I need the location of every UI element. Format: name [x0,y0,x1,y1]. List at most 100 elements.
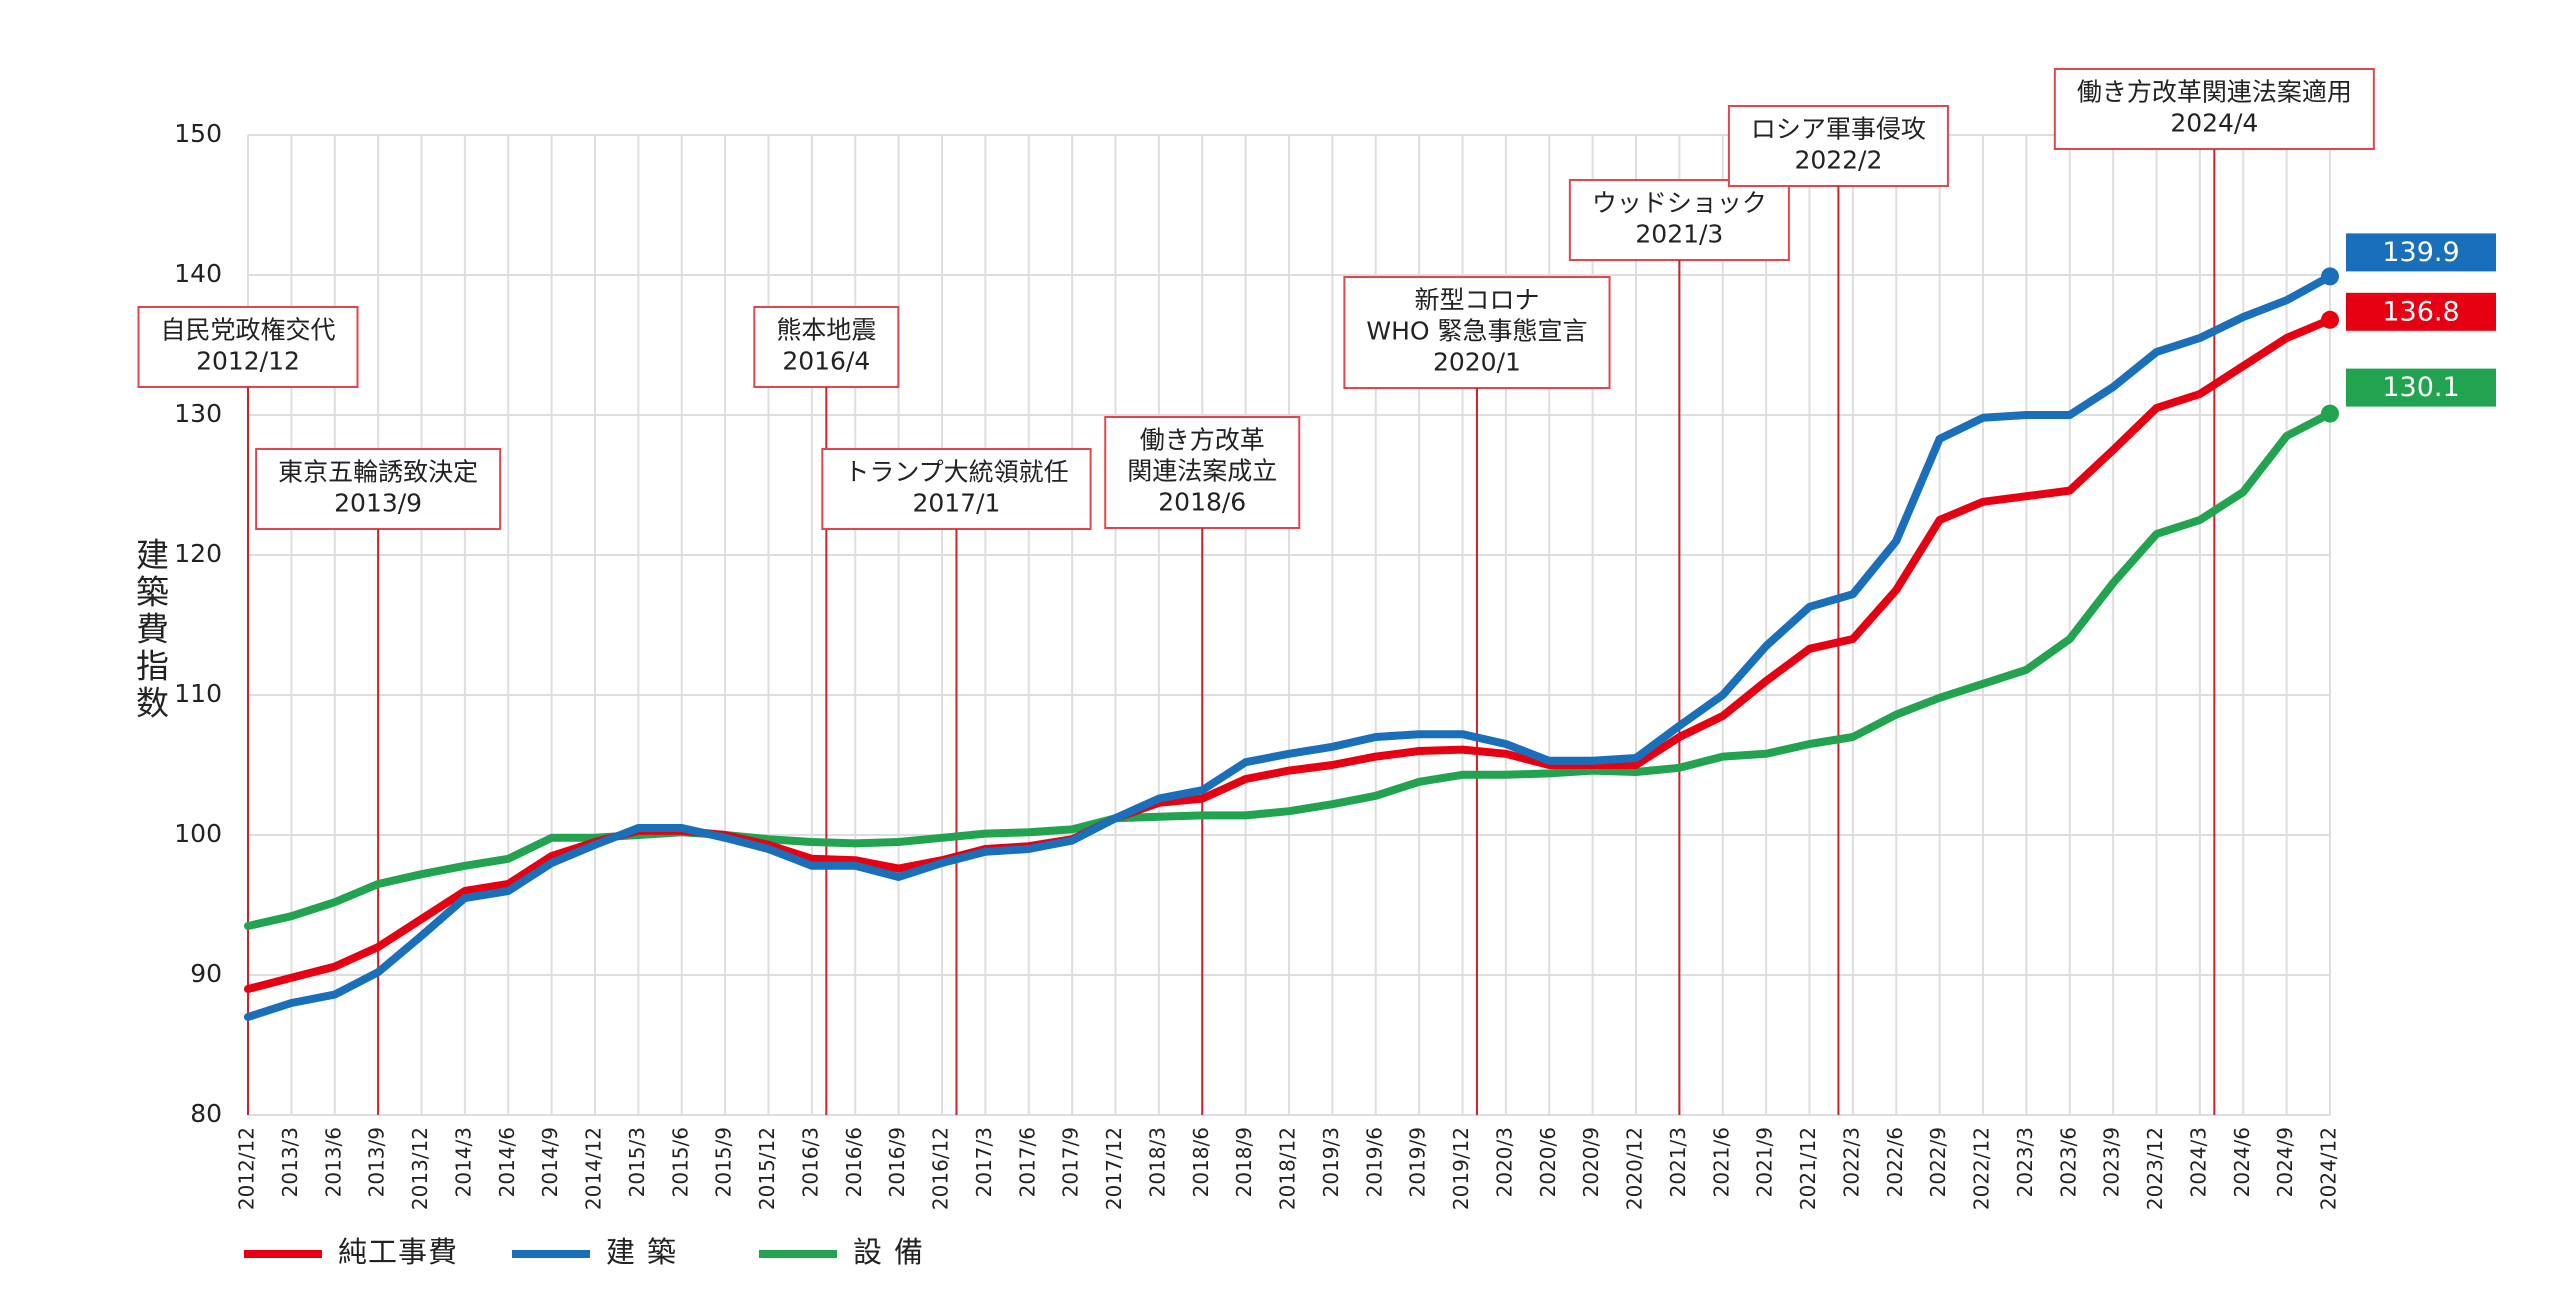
x-tick-label: 2014/12 [582,1127,606,1210]
x-tick-label: 2024/3 [2186,1127,2210,1197]
y-tick-label: 80 [190,1099,222,1128]
x-tick-label: 2021/3 [1666,1127,1690,1197]
y-tick-label: 150 [174,119,222,148]
annotation-text: WHO 緊急事態宣言 [1366,317,1587,346]
x-tick-label: 2022/6 [1883,1127,1907,1197]
x-tick-label: 2020/9 [1579,1127,1603,1197]
value-label: 130.1 [2382,372,2459,403]
x-tick-label: 2016/3 [798,1127,822,1197]
annotation-text: 新型コロナ [1414,286,1539,315]
end-point [2321,267,2339,286]
x-tick-label: 2022/9 [1926,1127,1950,1197]
x-tick-label: 2014/9 [538,1127,562,1197]
annotation-text: 働き方改革関連法案適用 [2077,78,2352,107]
y-tick-label: 130 [174,399,222,428]
x-tick-label: 2022/12 [1970,1127,1994,1210]
value-label: 139.9 [2382,237,2459,268]
x-tick-label: 2014/6 [495,1127,519,1197]
x-tick-label: 2023/9 [2100,1127,2124,1197]
annotation-box [137,306,359,388]
x-tick-label: 2015/9 [712,1127,736,1197]
annotation-box [1568,179,1790,261]
x-tick-label: 2024/6 [2230,1127,2254,1197]
annotation-date: 2018/6 [1158,488,1246,517]
value-label-box [2346,233,2496,272]
end-point [2321,310,2339,329]
series-line [244,272,2334,1021]
x-tick-label: 2017/3 [972,1127,996,1197]
x-tick-label: 2015/12 [755,1127,779,1210]
y-tick-label: 110 [174,679,222,708]
x-tick-label: 2019/9 [1406,1127,1430,1197]
end-point [2321,404,2339,423]
annotation-box [821,448,1092,530]
annotation-date: 2013/9 [334,489,422,518]
x-tick-label: 2020/12 [1623,1127,1647,1210]
x-tick-label: 2019/3 [1319,1127,1343,1197]
x-tick-label: 2021/9 [1753,1127,1777,1197]
annotation-text: 自民党政権交代 [160,316,335,345]
annotation-text: トランプ大統領就任 [844,458,1068,487]
y-tick-label: 120 [174,539,222,568]
legend-label: 設備 [853,1235,935,1269]
annotation-date: 2022/2 [1794,146,1882,175]
annotation-box [2053,68,2375,150]
value-label: 136.8 [2382,296,2459,327]
y-tick-label: 90 [190,959,222,988]
x-tick-label: 2024/12 [2317,1127,2341,1210]
annotation-text: 東京五輪誘致決定 [278,458,478,487]
annotation-date: 2016/4 [782,347,870,376]
annotation-text: ロシア軍事侵攻 [1751,115,1926,144]
y-tick-label: 140 [174,259,222,288]
annotation-date: 2020/1 [1433,348,1521,377]
x-tick-label: 2019/6 [1362,1127,1386,1197]
annotation-date: 2024/4 [2170,109,2258,138]
x-tick-label: 2013/9 [365,1127,389,1197]
x-tick-label: 2015/3 [625,1127,649,1197]
x-tick-label: 2020/6 [1536,1127,1560,1197]
annotation-text: 関連法案成立 [1127,457,1277,486]
annotation-date: 2017/1 [912,489,1000,518]
x-tick-label: 2017/12 [1102,1127,1126,1210]
x-tick-label: 2016/12 [929,1127,953,1210]
x-tick-label: 2021/12 [1796,1127,1820,1210]
x-tick-label: 2017/6 [1015,1127,1039,1197]
x-tick-label: 2013/3 [278,1127,302,1197]
annotation-date: 2012/12 [196,347,300,376]
annotation-text: 働き方改革 [1140,426,1265,455]
annotation-box [1343,276,1611,389]
x-tick-label: 2018/6 [1189,1127,1213,1197]
x-tick-label: 2014/3 [451,1127,475,1197]
x-tick-label: 2021/6 [1709,1127,1733,1197]
x-tick-label: 2018/9 [1232,1127,1256,1197]
x-tick-label: 2015/6 [668,1127,692,1197]
x-tick-label: 2024/9 [2273,1127,2297,1197]
annotation-box [753,306,900,388]
annotation-date: 2021/3 [1635,220,1723,249]
annotation-text: 熊本地震 [776,316,876,345]
x-tick-label: 2017/9 [1059,1127,1083,1197]
legend-label: 純工事費 [338,1235,458,1269]
series-line [244,409,2334,930]
x-tick-label: 2018/3 [1145,1127,1169,1197]
x-tick-label: 2023/6 [2056,1127,2080,1197]
x-tick-label: 2023/3 [2013,1127,2037,1197]
x-tick-label: 2013/12 [408,1127,432,1210]
x-tick-label: 2013/6 [321,1127,345,1197]
y-tick-label: 100 [174,819,222,848]
x-tick-label: 2016/6 [842,1127,866,1197]
x-tick-label: 2020/3 [1492,1127,1516,1197]
x-tick-label: 2023/12 [2143,1127,2167,1210]
x-tick-label: 2012/12 [235,1127,259,1210]
x-tick-label: 2016/9 [885,1127,909,1197]
annotation-text: ウッドショック [1592,189,1767,218]
